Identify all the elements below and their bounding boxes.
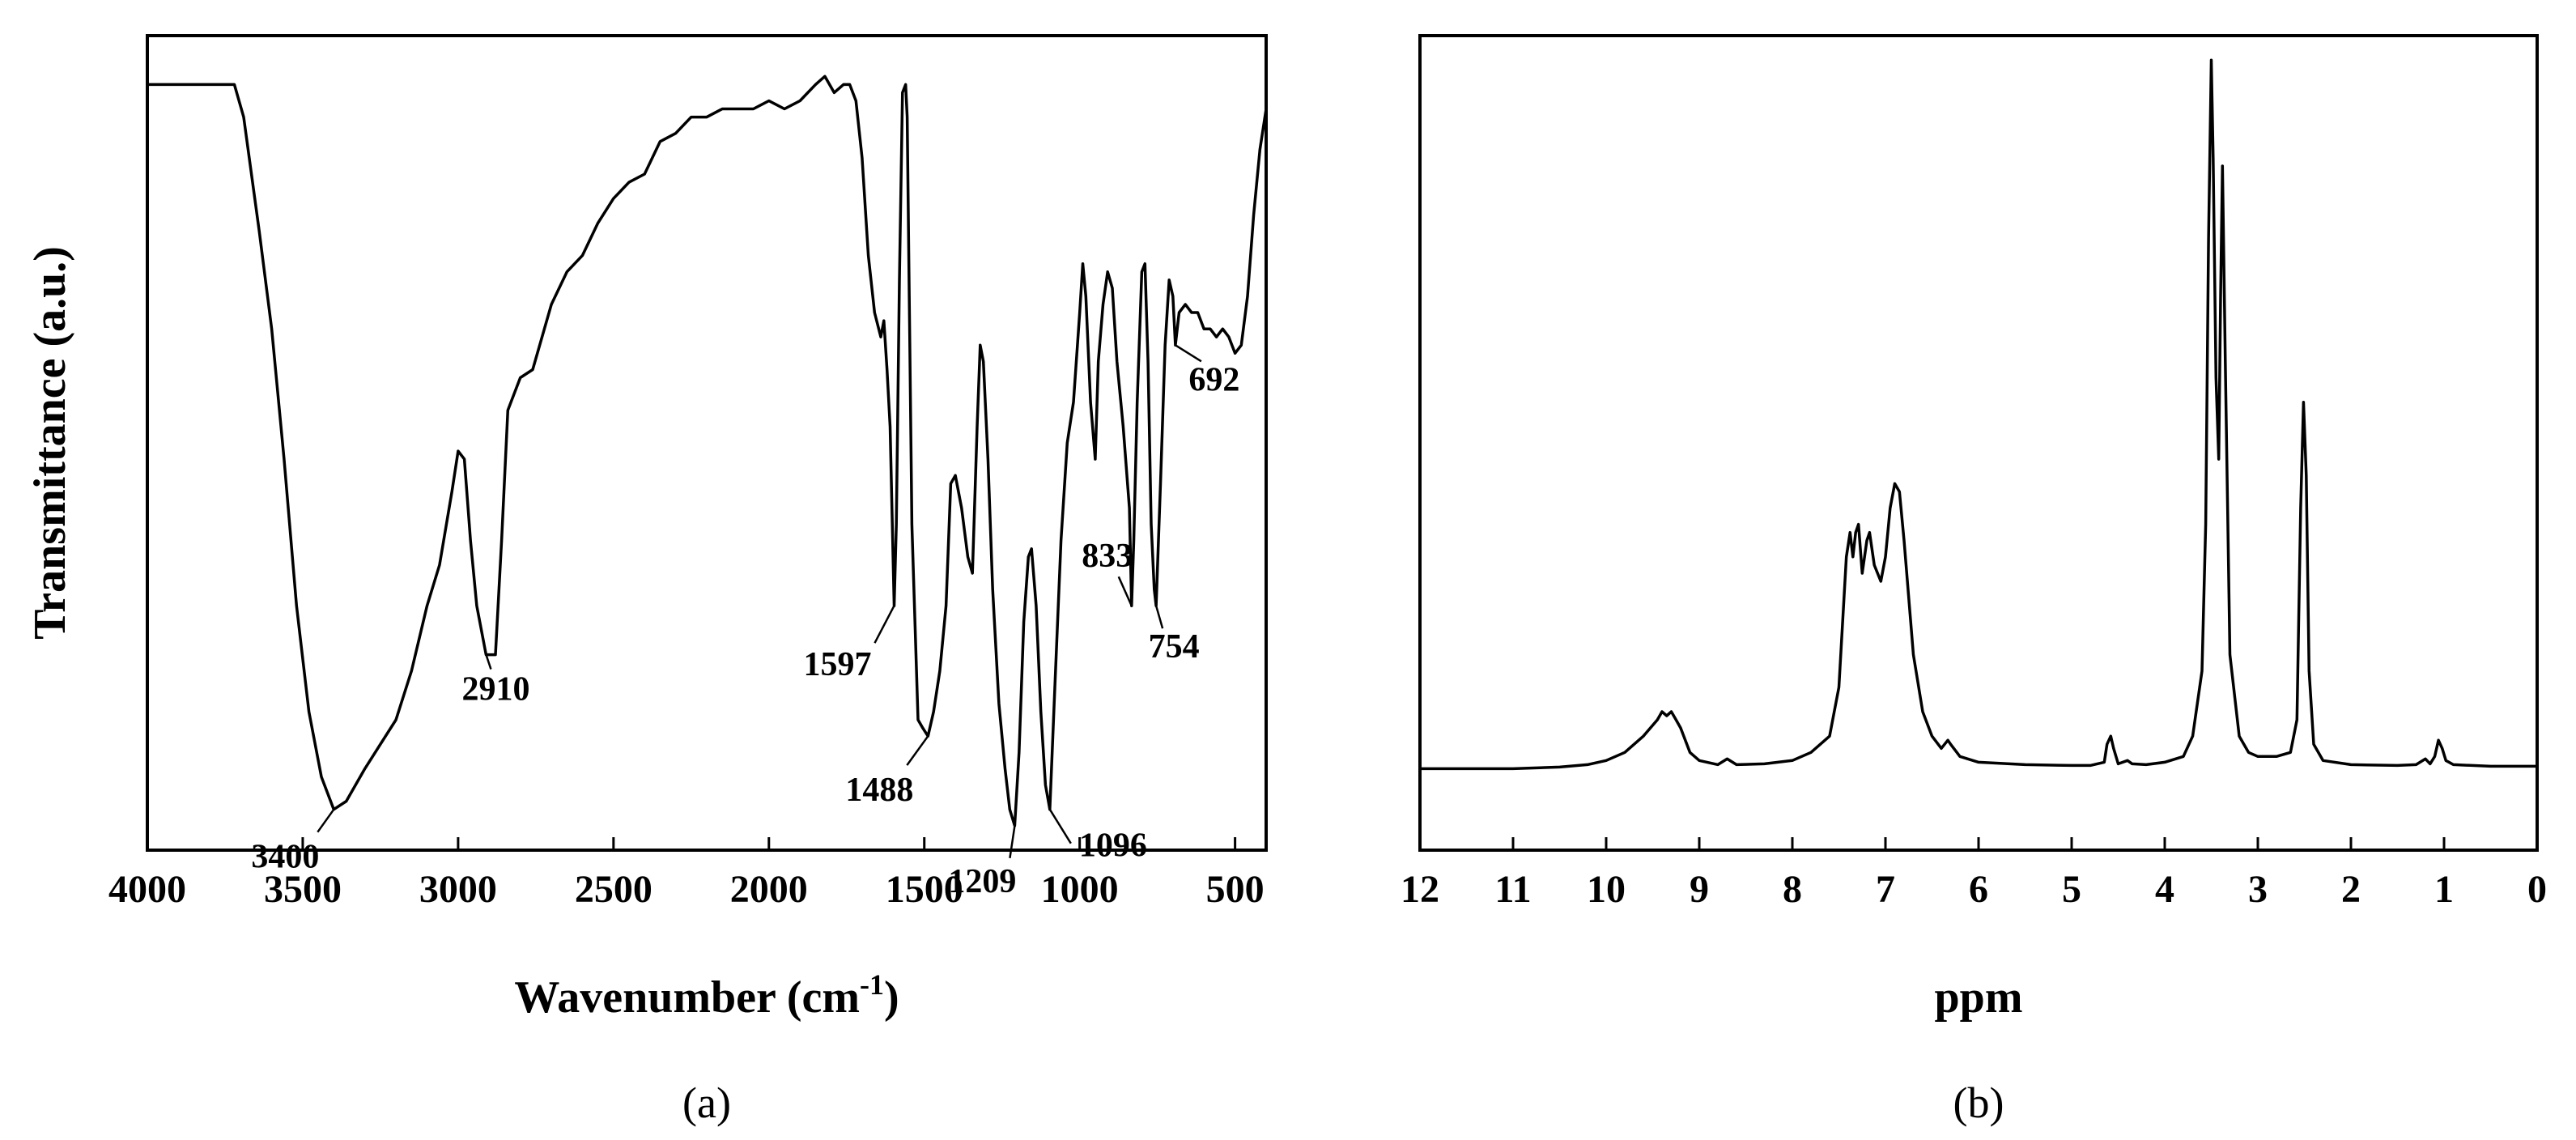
- peak-label-2910: 2910: [461, 671, 529, 708]
- nmr-x-tick-label: 12: [1401, 868, 1439, 911]
- peak-leader-754: [1154, 605, 1164, 629]
- nmr-x-tick-label: 8: [1783, 868, 1802, 911]
- peak-label-1597: 1597: [803, 646, 871, 683]
- ftir-x-title-close: ): [884, 972, 899, 1023]
- ftir-x-tick-labels: 4000 3500 3000 2500 2000 1500 1000 500: [108, 868, 1265, 911]
- panel-b-nmr: 12 11 10 9 8 7 6 5 4 3 2 1 0 ppm (b): [1401, 34, 2547, 1127]
- ftir-x-axis-title: Wavenumber (cm-1): [514, 968, 899, 1023]
- nmr-x-axis-title: ppm: [1935, 972, 2023, 1023]
- peak-leader-833: [1117, 576, 1133, 606]
- peak-leader-1597: [874, 605, 895, 644]
- panel-label-a: (a): [682, 1078, 731, 1127]
- nmr-x-tick-label: 3: [2248, 868, 2268, 911]
- nmr-x-tick-label: 2: [2341, 868, 2361, 911]
- peak-label-754: 754: [1149, 628, 1200, 666]
- peak-leader-1096: [1048, 809, 1072, 844]
- nmr-x-tick-label: 4: [2155, 868, 2174, 911]
- ftir-peak-annotations: 3400 2910 1597 1488 1209 1096 833 754 692: [251, 344, 1239, 900]
- ftir-spectrum-line: [147, 74, 1268, 827]
- nmr-plot-frame: [1418, 34, 2539, 852]
- nmr-spectrum-line: [1420, 58, 2537, 771]
- panel-label-b: (b): [1953, 1078, 2004, 1127]
- ftir-x-tick-label: 2500: [575, 868, 653, 911]
- ftir-x-tick-label: 3000: [419, 868, 497, 911]
- peak-leader-692: [1175, 344, 1202, 363]
- nmr-x-tick-label: 0: [2527, 868, 2547, 911]
- peak-label-692: 692: [1188, 361, 1239, 398]
- ftir-x-tick-label: 500: [1206, 868, 1265, 911]
- ftir-y-axis-title: Transmittance (a.u.): [25, 246, 75, 640]
- nmr-x-ticks: [1418, 837, 2539, 850]
- peak-leader-3400: [317, 808, 335, 833]
- peak-label-3400: 3400: [251, 839, 319, 876]
- nmr-x-tick-labels: 12 11 10 9 8 7 6 5 4 3 2 1 0: [1401, 868, 2547, 911]
- ftir-x-tick-label: 1500: [886, 868, 963, 911]
- panel-a-ftir: 4000 3500 3000 2500 2000 1500 1000 500 3400 2910…: [25, 34, 1268, 1127]
- peak-label-1209: 1209: [948, 863, 1016, 900]
- nmr-x-tick-label: 7: [1876, 868, 1895, 911]
- ftir-x-ticks: [146, 837, 1237, 850]
- peak-label-833: 833: [1082, 538, 1133, 575]
- peak-leader-2910: [485, 654, 492, 670]
- ftir-plot-frame: [146, 34, 1268, 852]
- nmr-x-tick-label: 6: [1969, 868, 1988, 911]
- nmr-x-tick-label: 5: [2062, 868, 2081, 911]
- peak-leader-1209: [1009, 825, 1016, 859]
- nmr-x-tick-label: 1: [2434, 868, 2454, 911]
- ftir-x-tick-label: 2000: [730, 868, 808, 911]
- ftir-x-title-main: Wavenumber (cm: [514, 972, 860, 1023]
- ftir-x-tick-label: 4000: [108, 868, 186, 911]
- peak-label-1488: 1488: [845, 772, 913, 809]
- ftir-x-title-superscript: -1: [860, 968, 884, 1001]
- nmr-x-tick-label: 11: [1494, 868, 1531, 911]
- ftir-x-tick-label: 1000: [1041, 868, 1119, 911]
- ftir-x-tick-label: 3500: [264, 868, 342, 911]
- peak-leader-1488: [906, 735, 929, 766]
- nmr-x-tick-label: 9: [1690, 868, 1709, 911]
- peak-label-1096: 1096: [1079, 827, 1147, 865]
- nmr-x-tick-label: 10: [1587, 868, 1626, 911]
